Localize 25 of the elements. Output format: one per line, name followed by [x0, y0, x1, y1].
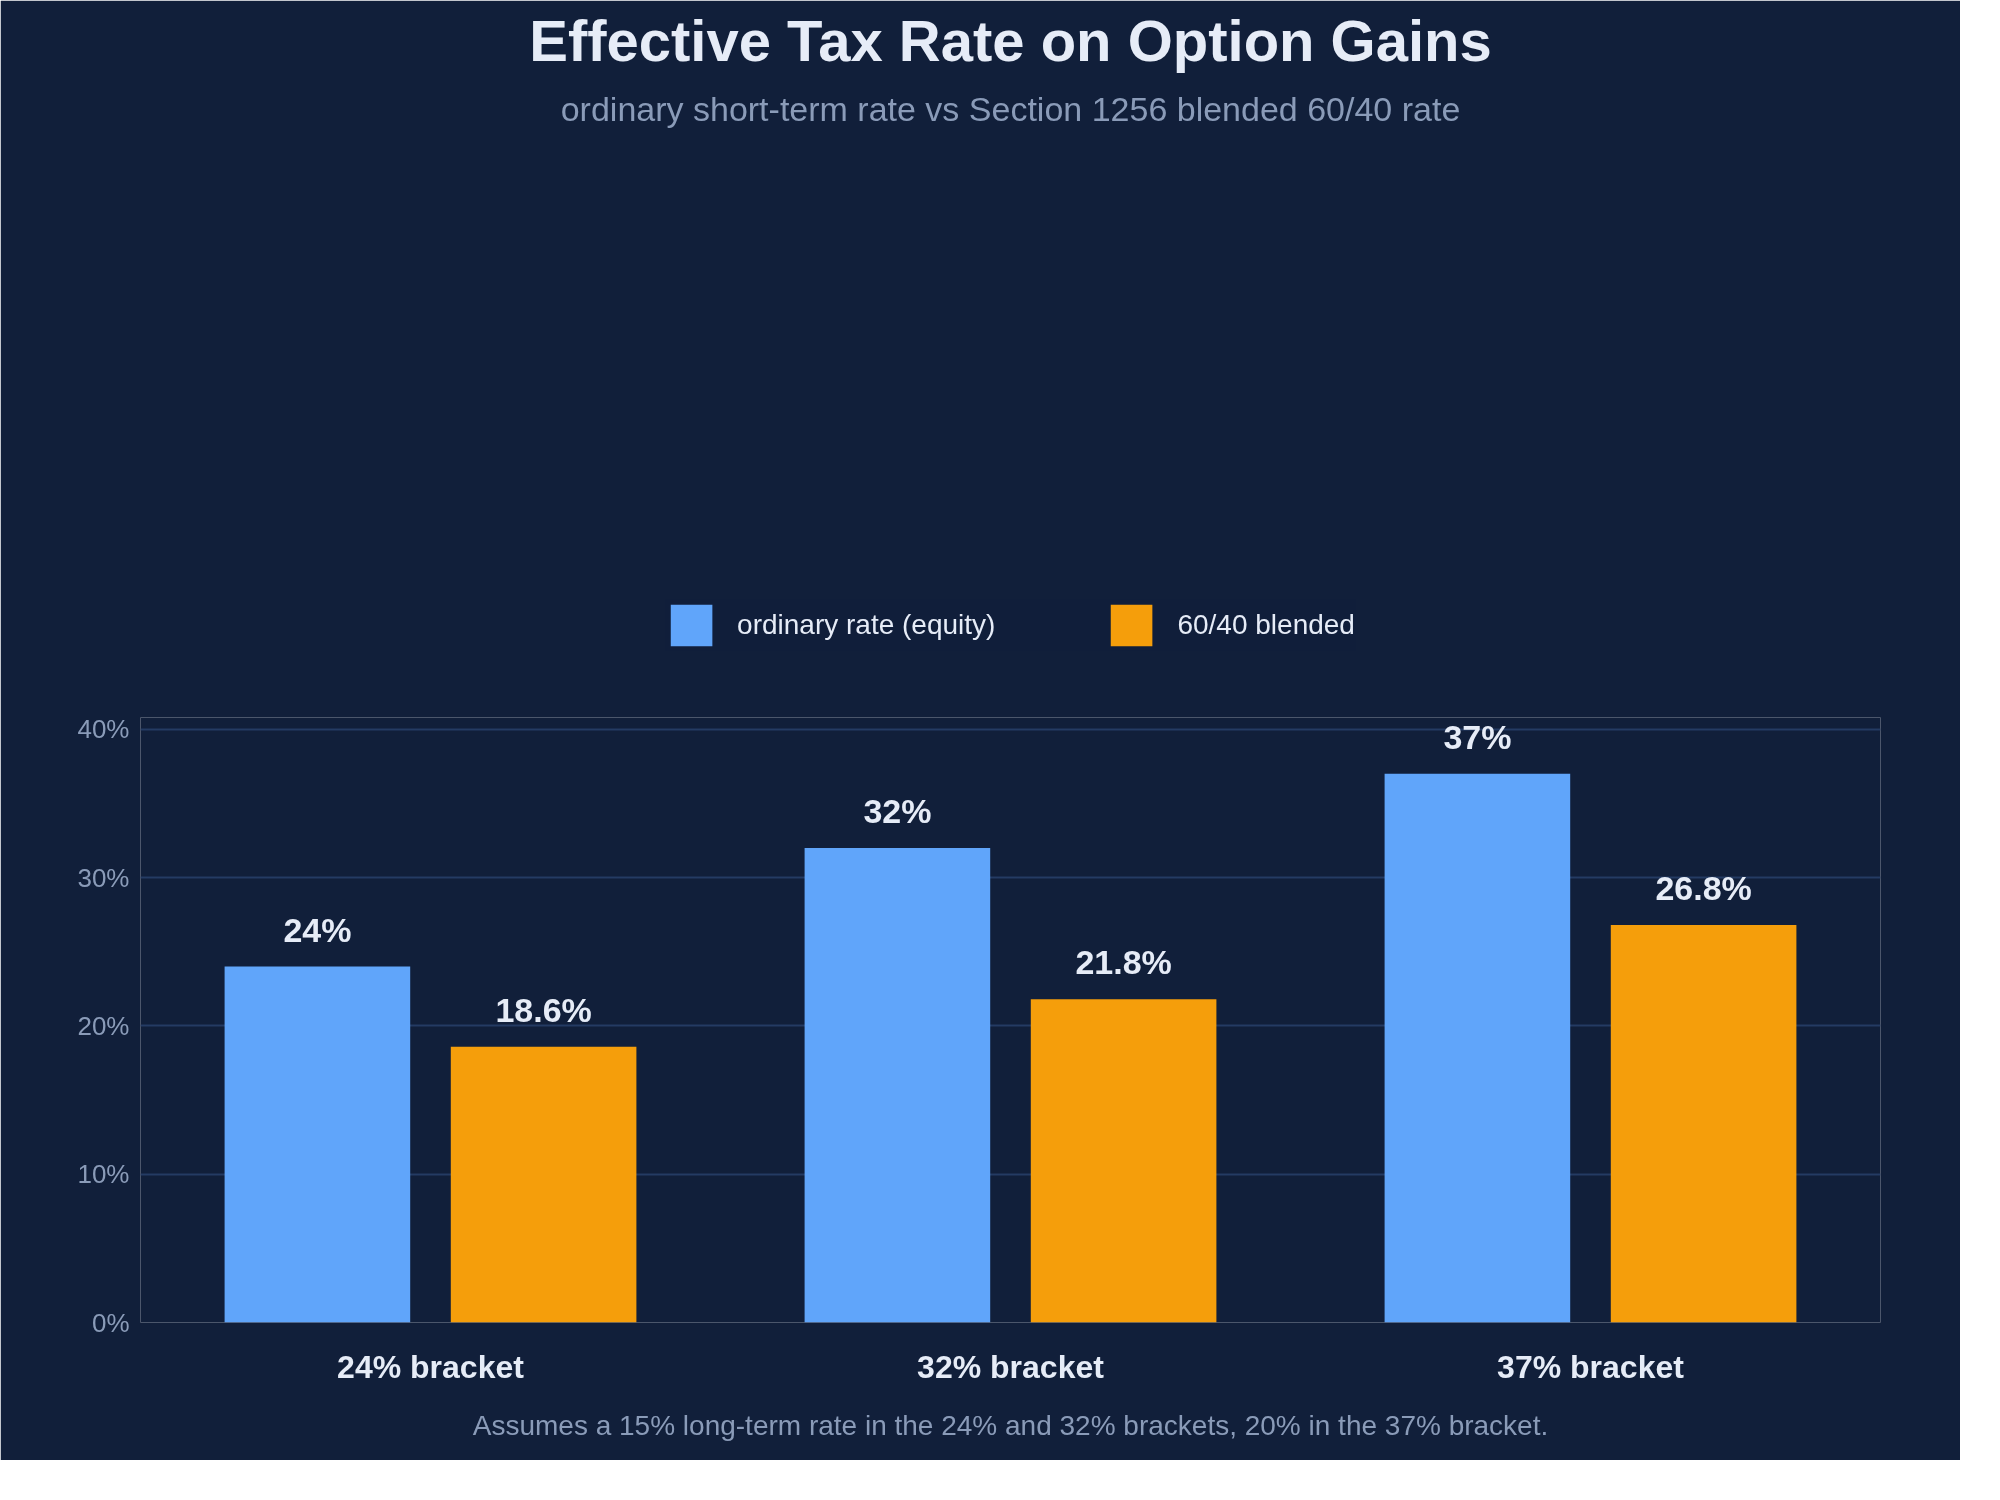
data-label: 21.8%: [1075, 943, 1172, 982]
bar: [1384, 773, 1571, 1323]
legend-label: 60/40 blended: [1177, 609, 1355, 641]
data-label: 32%: [863, 791, 932, 830]
bar: [450, 1046, 637, 1323]
legend-label: ordinary rate (equity): [737, 609, 996, 641]
data-label: 26.8%: [1655, 869, 1752, 908]
y-tick-label: 0%: [91, 1307, 130, 1338]
chart-subtitle: ordinary short-term rate vs Section 1256 blended 60/40 rate: [560, 89, 1461, 128]
data-label: 37%: [1443, 717, 1512, 756]
y-tick-label: 30%: [77, 862, 130, 893]
chart-title: Effective Tax Rate on Option Gains: [529, 7, 1492, 73]
x-tick-label: 37% bracket: [1497, 1348, 1685, 1385]
data-label: 24%: [283, 910, 352, 949]
text: Assumes a 15% long-term rate in the 24% and 32% brackets, 20% in the 37% bracket.: [472, 1409, 1549, 1441]
bar: [804, 847, 991, 1323]
y-tick-label: 40%: [77, 714, 130, 745]
data-label: 18.6%: [495, 990, 592, 1029]
x-tick-label: 24% bracket: [337, 1348, 525, 1385]
bar: [1030, 999, 1217, 1323]
bar: [224, 966, 411, 1323]
bar: [1610, 925, 1797, 1323]
y-tick-label: 10%: [77, 1159, 130, 1190]
y-tick-label: 20%: [77, 1010, 130, 1041]
x-tick-label: 32% bracket: [917, 1348, 1105, 1385]
